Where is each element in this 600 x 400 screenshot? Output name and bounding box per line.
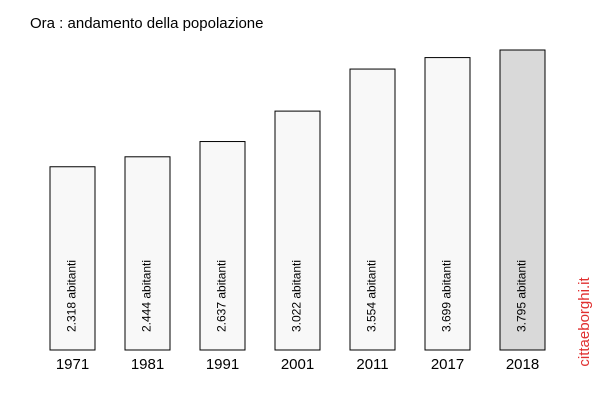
value-label: 2.637 abitanti — [215, 260, 229, 332]
value-label: 3.022 abitanti — [290, 260, 304, 332]
bar — [199, 141, 246, 351]
x-tick-label: 1991 — [206, 356, 239, 373]
x-tick-label: 2001 — [281, 356, 314, 373]
bar — [349, 68, 396, 351]
value-label: 2.318 abitanti — [65, 260, 79, 332]
x-tick-label: 2011 — [356, 356, 388, 373]
bar — [124, 156, 171, 351]
bar — [499, 49, 546, 351]
value-label: 2.444 abitanti — [140, 260, 154, 332]
x-tick-label: 1971 — [56, 356, 89, 373]
bar — [274, 110, 321, 351]
value-label: 3.554 abitanti — [365, 260, 379, 332]
chart-title: Ora : andamento della popolazione — [30, 15, 264, 32]
bar — [424, 57, 471, 351]
x-tick-label: 1981 — [131, 356, 164, 373]
watermark: cittaeborghi.it — [576, 277, 593, 367]
value-label: 3.699 abitanti — [440, 260, 454, 332]
bar — [49, 166, 96, 351]
value-label: 3.795 abitanti — [515, 260, 529, 332]
x-tick-label: 2018 — [506, 356, 539, 373]
x-tick-label: 2017 — [431, 356, 464, 373]
